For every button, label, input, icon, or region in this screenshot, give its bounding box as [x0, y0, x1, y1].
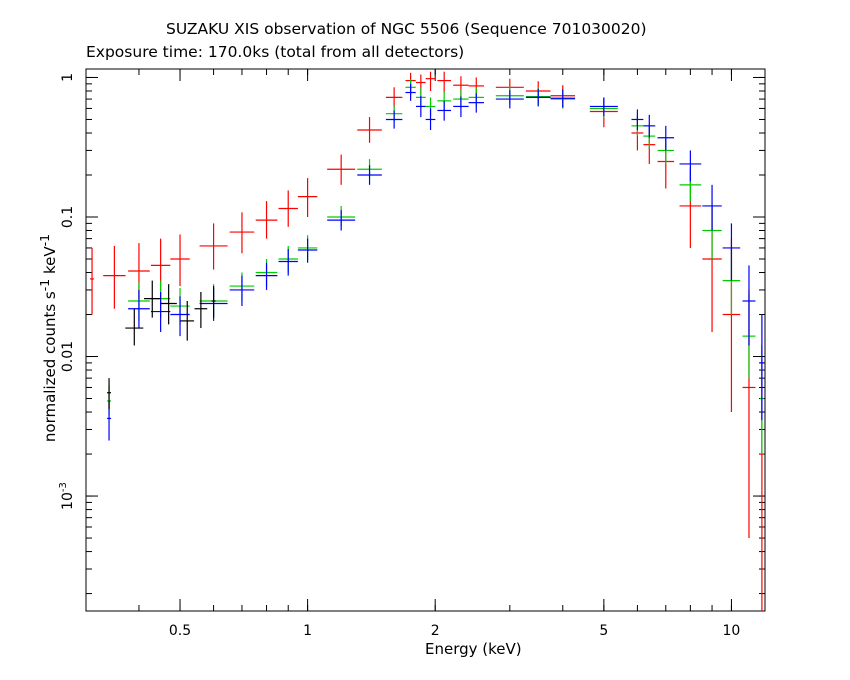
y-tick-label: 0.1: [60, 206, 76, 228]
y-tick-label: 1: [60, 73, 76, 82]
y-tick-label-base: 1: [60, 73, 76, 82]
x-tick-label: 10: [723, 623, 741, 639]
chart-title: SUZAKU XIS observation of NGC 5506 (Sequ…: [166, 20, 647, 38]
y-tick-label-exponent: -3: [58, 482, 69, 492]
x-tick-label: 0.5: [169, 623, 191, 639]
data-layer: [90, 72, 764, 611]
data-series: [107, 84, 764, 441]
chart-subtitle: Exposure time: 170.0ks (total from all d…: [86, 43, 464, 61]
y-tick-label: 0.01: [60, 341, 76, 372]
y-axis-label-main: normalized counts s: [41, 291, 59, 442]
data-series: [107, 281, 216, 409]
y-tick-label: 10-3: [58, 482, 76, 510]
y-tick-label-base: 10: [60, 492, 76, 510]
x-tick-label: 2: [431, 623, 440, 639]
x-tick-label: 1: [303, 623, 312, 639]
y-axis-label-unit: keV: [41, 246, 59, 278]
data-series: [90, 72, 764, 611]
x-axis-label: Energy (keV): [425, 640, 522, 658]
x-tick-label: 5: [599, 623, 608, 639]
y-axis-label-exponent-1: -1: [37, 279, 52, 291]
y-tick-label-base: 0.1: [60, 206, 76, 228]
y-axis-label-exponent-2: -1: [37, 234, 52, 246]
spectrum-plot: 0.5 1 2 5 1010.10.0110-3: [0, 0, 850, 680]
y-axis-label: normalized counts s-1 keV-1: [37, 234, 59, 442]
y-tick-label-base: 0.01: [60, 341, 76, 372]
